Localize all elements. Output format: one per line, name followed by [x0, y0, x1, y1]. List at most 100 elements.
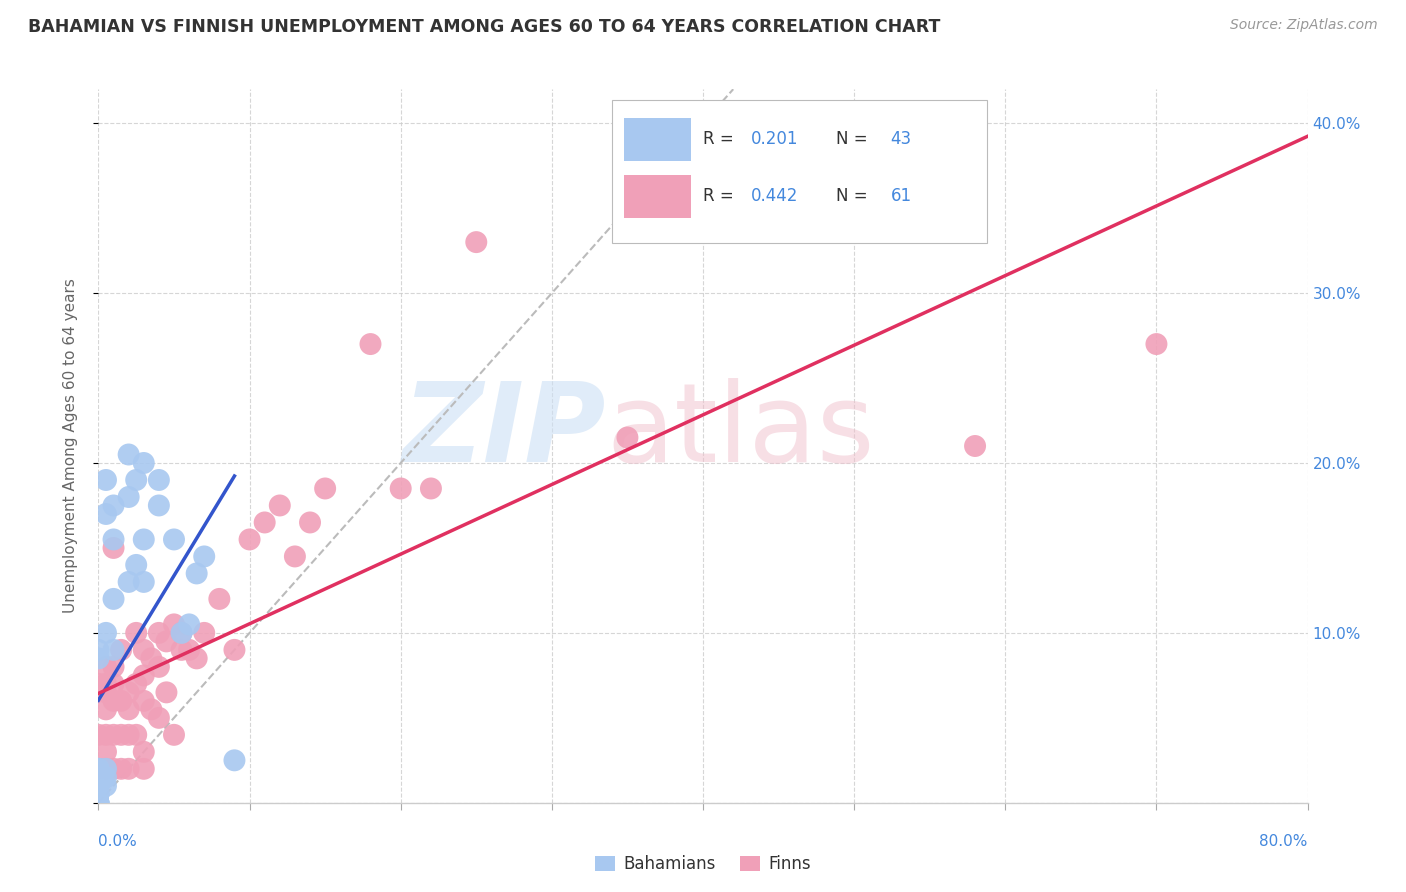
Point — [148, 473, 170, 487]
Point — [420, 482, 443, 496]
Point — [94, 745, 117, 759]
Point — [193, 549, 215, 564]
Point — [87, 779, 110, 793]
Point — [87, 762, 110, 776]
Point — [118, 762, 141, 776]
Point — [163, 617, 186, 632]
FancyBboxPatch shape — [624, 118, 690, 161]
Point — [94, 770, 117, 784]
Text: 0.442: 0.442 — [751, 187, 799, 205]
Text: R =: R = — [703, 187, 740, 205]
Point — [132, 694, 155, 708]
Point — [208, 591, 231, 606]
Point — [163, 728, 186, 742]
Point — [132, 668, 155, 682]
Point — [170, 626, 193, 640]
Point — [103, 728, 125, 742]
Point — [132, 456, 155, 470]
Point — [94, 473, 117, 487]
Point — [132, 574, 155, 589]
Point — [179, 617, 201, 632]
Point — [103, 677, 125, 691]
Point — [170, 643, 193, 657]
Point — [94, 677, 117, 691]
Point — [103, 541, 125, 555]
Point — [965, 439, 987, 453]
Point — [103, 533, 125, 547]
Point — [148, 626, 170, 640]
Point — [132, 533, 155, 547]
Point — [87, 787, 110, 801]
Point — [87, 796, 110, 810]
Point — [94, 507, 117, 521]
Text: ZIP: ZIP — [402, 378, 606, 485]
Point — [148, 499, 170, 513]
Point — [87, 796, 110, 810]
Point — [110, 728, 132, 742]
Point — [94, 779, 117, 793]
Point — [87, 796, 110, 810]
Point — [125, 473, 148, 487]
Point — [389, 482, 412, 496]
Point — [118, 702, 141, 716]
Point — [125, 558, 148, 572]
Point — [87, 787, 110, 801]
Point — [87, 787, 110, 801]
Y-axis label: Unemployment Among Ages 60 to 64 years: Unemployment Among Ages 60 to 64 years — [63, 278, 77, 614]
Point — [239, 533, 262, 547]
Point — [186, 566, 208, 581]
Point — [224, 753, 246, 767]
Point — [465, 235, 488, 249]
Point — [94, 702, 117, 716]
Point — [87, 787, 110, 801]
Point — [132, 762, 155, 776]
Text: N =: N = — [837, 130, 873, 148]
Point — [269, 499, 291, 513]
Point — [179, 643, 201, 657]
Point — [118, 490, 141, 504]
Point — [87, 796, 110, 810]
Point — [94, 660, 117, 674]
Point — [163, 533, 186, 547]
Point — [87, 762, 110, 776]
Point — [87, 643, 110, 657]
Point — [193, 626, 215, 640]
Point — [125, 677, 148, 691]
Point — [148, 711, 170, 725]
Point — [155, 685, 177, 699]
Point — [103, 694, 125, 708]
Point — [616, 430, 638, 444]
Point — [103, 643, 125, 657]
Text: BAHAMIAN VS FINNISH UNEMPLOYMENT AMONG AGES 60 TO 64 YEARS CORRELATION CHART: BAHAMIAN VS FINNISH UNEMPLOYMENT AMONG A… — [28, 18, 941, 36]
Point — [224, 643, 246, 657]
Point — [170, 626, 193, 640]
Text: 0.0%: 0.0% — [98, 834, 138, 849]
Point — [87, 779, 110, 793]
Point — [94, 762, 117, 776]
Point — [118, 574, 141, 589]
Point — [125, 626, 148, 640]
Point — [87, 762, 110, 776]
Point — [87, 779, 110, 793]
Point — [103, 762, 125, 776]
Point — [110, 694, 132, 708]
Point — [141, 702, 163, 716]
Point — [87, 651, 110, 665]
Point — [132, 745, 155, 759]
Point — [103, 499, 125, 513]
Point — [148, 660, 170, 674]
FancyBboxPatch shape — [613, 100, 987, 243]
Text: N =: N = — [837, 187, 873, 205]
Point — [155, 634, 177, 648]
Point — [125, 728, 148, 742]
Point — [87, 779, 110, 793]
Text: 61: 61 — [890, 187, 911, 205]
Text: Source: ZipAtlas.com: Source: ZipAtlas.com — [1230, 18, 1378, 32]
Point — [110, 762, 132, 776]
Point — [87, 796, 110, 810]
Text: 80.0%: 80.0% — [1260, 834, 1308, 849]
Point — [141, 651, 163, 665]
Point — [103, 591, 125, 606]
Point — [118, 728, 141, 742]
Point — [1144, 337, 1167, 351]
